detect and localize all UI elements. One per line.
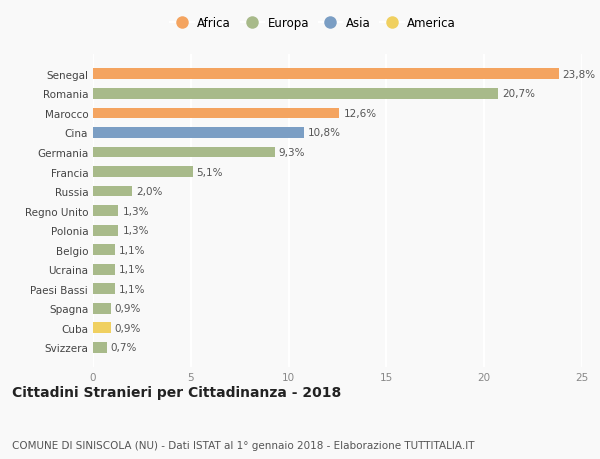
Bar [93,69,559,80]
Text: 1,1%: 1,1% [118,245,145,255]
Text: 9,3%: 9,3% [279,148,305,157]
Bar [93,206,118,217]
Text: 1,1%: 1,1% [118,265,145,274]
Text: 23,8%: 23,8% [562,70,596,79]
Bar [93,342,107,353]
Text: 20,7%: 20,7% [502,89,535,99]
Bar [93,89,498,100]
Text: 10,8%: 10,8% [308,128,341,138]
Bar [93,128,304,139]
Bar [93,323,110,334]
Text: 5,1%: 5,1% [197,167,223,177]
Bar [93,245,115,256]
Bar [93,167,193,178]
Text: 2,0%: 2,0% [136,187,163,196]
Text: 1,1%: 1,1% [118,284,145,294]
Text: 0,9%: 0,9% [115,304,141,313]
Bar [93,284,115,295]
Text: 12,6%: 12,6% [343,109,376,118]
Text: 0,7%: 0,7% [110,343,137,353]
Text: 0,9%: 0,9% [115,323,141,333]
Text: 1,3%: 1,3% [122,206,149,216]
Bar [93,186,132,197]
Bar [93,264,115,275]
Text: Cittadini Stranieri per Cittadinanza - 2018: Cittadini Stranieri per Cittadinanza - 2… [12,386,341,399]
Text: COMUNE DI SINISCOLA (NU) - Dati ISTAT al 1° gennaio 2018 - Elaborazione TUTTITAL: COMUNE DI SINISCOLA (NU) - Dati ISTAT al… [12,440,475,450]
Bar [93,225,118,236]
Legend: Africa, Europa, Asia, America: Africa, Europa, Asia, America [166,12,461,35]
Text: 1,3%: 1,3% [122,226,149,235]
Bar [93,147,275,158]
Bar [93,108,340,119]
Bar [93,303,110,314]
